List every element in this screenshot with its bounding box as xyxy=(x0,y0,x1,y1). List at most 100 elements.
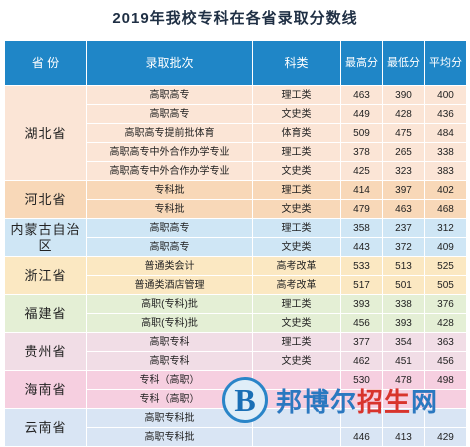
avg-cell: 505 xyxy=(424,275,467,295)
avg-cell: 456 xyxy=(424,351,467,371)
max-cell: 443 xyxy=(340,237,383,257)
max-cell: 358 xyxy=(340,218,383,238)
max-cell: 377 xyxy=(340,332,383,352)
subject-cell xyxy=(252,370,341,390)
max-cell: 533 xyxy=(340,256,383,276)
subject-cell: 文史类 xyxy=(252,199,341,219)
watermark-text-blue: 邦博尔 xyxy=(276,386,358,417)
table-row: 高职高专提前批体育 体育类 509 475 484 xyxy=(5,123,467,143)
avg-cell: 498 xyxy=(424,370,467,390)
table-body: 湖北省 高职高专 理工类 463 390 400 高职高专 文史类 449 428 436 高职高专提… xyxy=(4,85,467,447)
max-cell: 378 xyxy=(340,142,383,162)
province-cell: 云南省 xyxy=(4,408,87,447)
min-cell: 478 xyxy=(382,370,425,390)
province-cell: 浙江省 xyxy=(4,256,87,295)
min-cell: 413 xyxy=(382,427,425,447)
min-cell: 475 xyxy=(382,123,425,143)
avg-cell: 312 xyxy=(424,218,467,238)
avg-cell: 376 xyxy=(424,294,467,314)
max-cell: 414 xyxy=(340,180,383,200)
avg-cell: 468 xyxy=(424,199,467,219)
watermark-text-red: 招生 xyxy=(357,386,412,417)
subject-cell: 文史类 xyxy=(252,104,341,124)
header-batch: 录取批次 xyxy=(86,40,253,86)
min-cell: 463 xyxy=(382,199,425,219)
avg-cell: 383 xyxy=(424,161,467,181)
subject-cell: 理工类 xyxy=(252,332,341,352)
table-row: 湖北省 高职高专 理工类 463 390 400 xyxy=(4,85,467,181)
province-cell: 海南省 xyxy=(4,370,87,409)
header-avg: 平均分 xyxy=(424,40,467,86)
avg-cell: 525 xyxy=(424,256,467,276)
batch-cell: 专科批 xyxy=(86,199,253,219)
watermark-logo-icon: B xyxy=(222,377,268,423)
max-cell: 393 xyxy=(340,294,383,314)
avg-cell: 400 xyxy=(424,85,467,105)
min-cell: 237 xyxy=(382,218,425,238)
table-row: 浙江省 普通类会计 高考改革 533 513 525 xyxy=(4,256,467,295)
batch-cell: 高职高专 xyxy=(86,85,253,105)
batch-cell: 普通类会计 xyxy=(86,256,253,276)
table-row: 云南省 高职专科批 xyxy=(4,408,467,447)
subject-cell: 高考改革 xyxy=(252,275,341,295)
avg-cell: 402 xyxy=(424,180,467,200)
subject-cell: 高考改革 xyxy=(252,256,341,276)
page-title: 2019年我校专科在各省录取分数线 xyxy=(112,9,358,27)
max-cell: 479 xyxy=(340,199,383,219)
table-row: 海南省 专科（高职） 530 478 498 xyxy=(4,370,467,409)
avg-cell xyxy=(424,389,467,409)
max-cell: 446 xyxy=(340,427,383,447)
max-cell: 456 xyxy=(340,313,383,333)
avg-cell: 409 xyxy=(424,237,467,257)
table-row: 专科（高职） xyxy=(5,389,467,409)
avg-cell: 363 xyxy=(424,332,467,352)
subject-cell: 理工类 xyxy=(252,85,341,105)
header-subject: 科类 xyxy=(252,40,341,86)
watermark-text-blue2: 网 xyxy=(411,386,439,417)
batch-cell: 高职高专提前批体育 xyxy=(86,123,253,143)
batch-cell: 专科批 xyxy=(86,180,253,200)
max-cell: 530 xyxy=(340,370,383,390)
batch-cell: 高职(专科)批 xyxy=(86,313,253,333)
min-cell: 451 xyxy=(382,351,425,371)
province-cell: 湖北省 xyxy=(4,85,87,181)
min-cell: 513 xyxy=(382,256,425,276)
table-row: 高职高专中外合作办学专业 理工类 378 265 338 xyxy=(5,142,467,162)
batch-cell: 高职(专科)批 xyxy=(86,294,253,314)
table-row: 高职(专科)批 文史类 456 393 428 xyxy=(5,313,467,333)
province-cell: 福建省 xyxy=(4,294,87,333)
table-row: 高职专科 文史类 462 451 456 xyxy=(5,351,467,371)
avg-cell: 338 xyxy=(424,142,467,162)
subject-cell: 理工类 xyxy=(252,180,341,200)
max-cell: 517 xyxy=(340,275,383,295)
max-cell: 462 xyxy=(340,351,383,371)
batch-cell: 高职专科批 xyxy=(86,408,253,428)
province-cell: 贵州省 xyxy=(4,332,87,371)
table-row: 高职高专中外合作办学专业 文史类 425 323 383 xyxy=(5,161,467,181)
batch-cell: 高职高专 xyxy=(86,104,253,124)
batch-cell: 高职高专 xyxy=(86,237,253,257)
max-cell: 449 xyxy=(340,104,383,124)
batch-cell: 专科（高职） xyxy=(86,389,253,409)
subject-cell: 文史类 xyxy=(252,313,341,333)
table-row: 高职高专 文史类 443 372 409 xyxy=(5,237,467,257)
batch-cell: 高职高专中外合作办学专业 xyxy=(86,161,253,181)
max-cell: 509 xyxy=(340,123,383,143)
max-cell: 463 xyxy=(340,85,383,105)
table-row: 河北省 专科批 理工类 414 397 402 xyxy=(4,180,467,219)
batch-cell: 高职专科 xyxy=(86,351,253,371)
min-cell xyxy=(382,408,425,428)
watermark-text: 邦博尔招生网 xyxy=(276,382,438,419)
subject-cell xyxy=(252,427,341,447)
province-cell: 河北省 xyxy=(4,180,87,219)
min-cell: 428 xyxy=(382,104,425,124)
min-cell: 323 xyxy=(382,161,425,181)
batch-cell: 高职高专 xyxy=(86,218,253,238)
watermark: B 邦博尔招生网 xyxy=(222,371,466,429)
subject-cell: 文史类 xyxy=(252,351,341,371)
min-cell: 390 xyxy=(382,85,425,105)
subject-cell: 理工类 xyxy=(252,294,341,314)
batch-cell: 高职专科 xyxy=(86,332,253,352)
table-row: 内蒙古自治区 高职高专 理工类 358 237 312 xyxy=(4,218,467,257)
min-cell: 393 xyxy=(382,313,425,333)
